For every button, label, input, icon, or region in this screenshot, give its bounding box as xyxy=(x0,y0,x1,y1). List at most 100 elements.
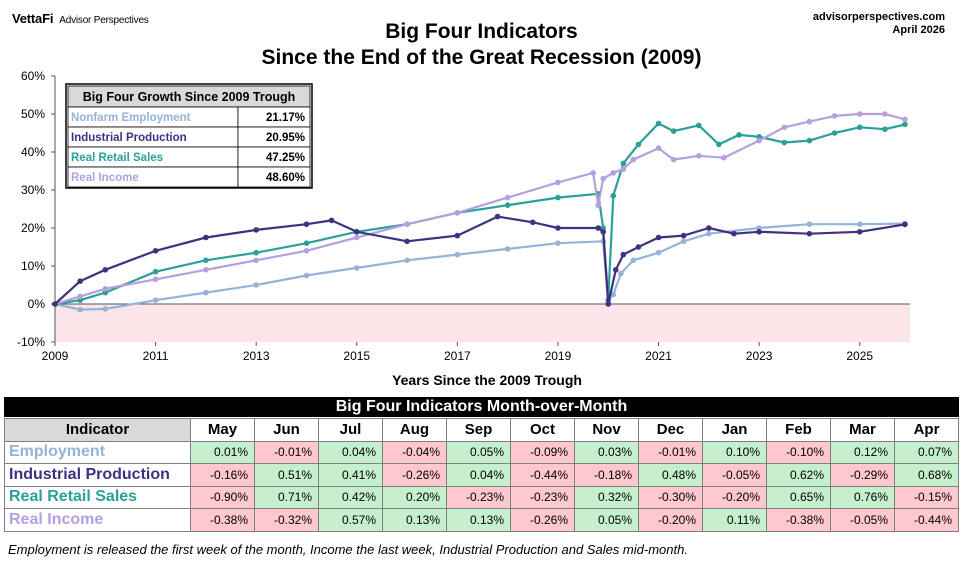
data-point-industrial-production xyxy=(303,221,310,227)
data-point-real-income xyxy=(610,170,617,176)
y-tick-label: 20% xyxy=(21,221,45,235)
mom-header-month: Oct xyxy=(510,418,575,442)
mom-value-cell: 0.57% xyxy=(318,508,383,532)
data-point-industrial-production xyxy=(605,301,612,307)
data-point-real-income xyxy=(152,276,159,283)
data-point-nonfarm-employment xyxy=(856,221,863,227)
mom-value-cell: -0.01% xyxy=(254,440,319,464)
mom-value-cell: -0.26% xyxy=(382,463,447,487)
mom-value-cell: -0.38% xyxy=(766,508,831,532)
mom-value-cell: 0.10% xyxy=(702,440,767,464)
mom-header-month: Sep xyxy=(446,418,511,442)
data-point-real-retail-sales xyxy=(655,120,662,127)
data-point-industrial-production xyxy=(612,267,619,273)
series-group xyxy=(52,111,908,313)
data-point-nonfarm-employment xyxy=(102,306,109,312)
data-point-real-income xyxy=(781,124,788,131)
mom-value-cell: -0.26% xyxy=(510,508,575,532)
mom-header-indicator: Indicator xyxy=(4,418,191,442)
data-point-real-income xyxy=(77,293,83,300)
data-point-nonfarm-employment xyxy=(253,282,259,288)
mom-row-indicator: Employment xyxy=(4,440,191,464)
data-point-nonfarm-employment xyxy=(806,221,813,227)
mom-header-month: Jul xyxy=(318,418,383,442)
data-point-real-income xyxy=(882,111,888,117)
source-date: April 2026 xyxy=(892,24,945,36)
mom-value-cell: -0.44% xyxy=(894,508,959,532)
y-tick-label: 30% xyxy=(21,183,45,197)
x-tick-label: 2025 xyxy=(846,349,873,363)
mom-header-month: May xyxy=(190,418,255,442)
growth-summary-value: 48.60% xyxy=(266,172,305,184)
growth-summary-value: 21.17% xyxy=(266,112,305,124)
data-point-real-retail-sales xyxy=(831,130,838,136)
data-point-real-income xyxy=(454,210,461,216)
data-point-real-income xyxy=(555,179,561,186)
mom-value-cell: 0.41% xyxy=(318,463,383,487)
data-point-real-income xyxy=(203,267,209,273)
y-axis-ticks: -10% 0% 10% 20% 30% 40% 50% 60% xyxy=(17,69,55,349)
mom-value-cell: -0.29% xyxy=(830,463,895,487)
data-point-industrial-production xyxy=(706,225,712,231)
mom-value-cell: 0.01% xyxy=(190,440,255,464)
data-point-industrial-production xyxy=(203,234,209,241)
x-tick-label: 2017 xyxy=(444,349,471,363)
data-point-industrial-production xyxy=(756,229,762,235)
data-point-nonfarm-employment xyxy=(404,257,410,264)
series-line-industrial-production xyxy=(54,215,906,306)
data-point-real-retail-sales xyxy=(635,141,642,148)
data-point-industrial-production xyxy=(635,244,642,250)
data-point-industrial-production xyxy=(152,248,159,254)
growth-summary-name: Industrial Production xyxy=(71,132,187,144)
line-chart: -10% 0% 10% 20% 30% 40% 50% 60% 2009 2011 2013 201… xyxy=(17,69,910,388)
brand-subtitle: Advisor Perspectives xyxy=(59,15,149,26)
x-tick-label: 2021 xyxy=(645,349,672,363)
data-point-nonfarm-employment xyxy=(610,291,617,298)
data-point-nonfarm-employment xyxy=(77,306,83,313)
growth-summary-value: 20.95% xyxy=(266,132,305,144)
mom-header-month: Nov xyxy=(574,418,639,442)
data-point-real-income xyxy=(404,221,410,227)
data-point-real-income xyxy=(721,154,727,161)
growth-summary-value-cell xyxy=(237,166,311,188)
mom-value-cell: 0.71% xyxy=(254,485,319,509)
data-point-real-retail-sales xyxy=(695,122,702,129)
growth-summary-name: Nonfarm Employment xyxy=(71,112,191,124)
mom-table-title: Big Four Indicators Month-over-Month xyxy=(4,397,959,417)
data-point-industrial-production xyxy=(902,221,908,228)
growth-summary-header: Big Four Growth Since 2009 Trough xyxy=(83,90,296,104)
data-point-real-income xyxy=(303,248,310,254)
data-point-nonfarm-employment xyxy=(152,297,159,304)
data-point-industrial-production xyxy=(529,219,536,226)
data-point-real-income xyxy=(595,202,601,208)
data-point-real-income xyxy=(590,170,596,176)
data-point-industrial-production xyxy=(404,238,410,245)
mom-table-header-row: Indicator May Jun Jul Aug Sep Oct Nov Dec Jan Feb… xyxy=(4,418,959,442)
data-point-industrial-production xyxy=(353,229,360,235)
data-point-nonfarm-employment xyxy=(303,272,310,279)
source-site: advisorperspectives.com xyxy=(812,11,945,23)
mom-value-cell: 0.76% xyxy=(830,485,895,509)
chart-subtitle: Since the End of the Great Recession (20… xyxy=(261,46,702,69)
x-tick-label: 2011 xyxy=(143,349,169,363)
mom-value-cell: 0.04% xyxy=(446,463,511,487)
x-tick-label: 2015 xyxy=(343,349,370,363)
data-point-real-income xyxy=(353,234,360,241)
mom-value-cell: 0.62% xyxy=(766,463,831,487)
mom-header-month: Mar xyxy=(830,418,895,442)
mom-value-cell: -0.23% xyxy=(446,485,511,509)
x-axis-ticks: 2009 2011 2013 2015 2017 2019 2021 2023 2025 xyxy=(42,342,873,363)
mom-value-cell: -0.05% xyxy=(830,508,895,532)
data-point-real-retail-sales xyxy=(670,128,677,134)
mom-row-indicator: Real Income xyxy=(4,508,191,532)
data-point-real-income xyxy=(756,137,762,144)
data-point-real-income xyxy=(102,286,109,292)
x-axis-label: Years Since the 2009 Trough xyxy=(392,372,582,388)
data-point-real-retail-sales xyxy=(736,132,742,138)
x-tick-label: 2013 xyxy=(243,349,270,363)
y-tick-label: 10% xyxy=(21,259,45,273)
mom-value-cell: 0.05% xyxy=(446,440,511,464)
data-point-nonfarm-employment xyxy=(353,265,360,271)
data-point-nonfarm-employment xyxy=(504,246,511,252)
mom-header-month: Apr xyxy=(894,418,959,442)
